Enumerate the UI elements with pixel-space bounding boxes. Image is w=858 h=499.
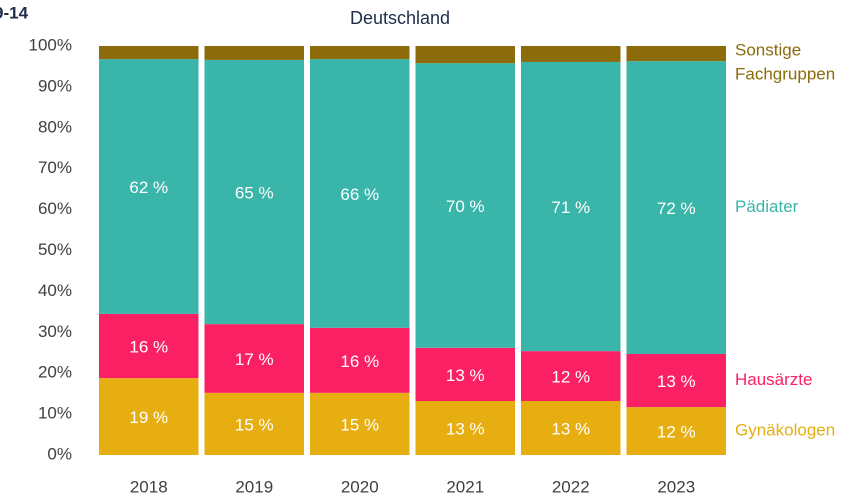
x-tick-label: 2019 <box>235 477 273 496</box>
bar-segment <box>310 392 410 455</box>
value-label: 13 % <box>551 419 590 438</box>
value-label: 13 % <box>657 372 696 391</box>
chart-title: Deutschland <box>350 8 450 28</box>
bar-segment <box>415 46 515 64</box>
bar-segment <box>99 59 199 314</box>
bar-segment <box>204 59 304 325</box>
legend-line: Sonstige <box>735 41 801 60</box>
value-label: 70 % <box>446 197 485 216</box>
y-tick-label: 60% <box>38 199 72 218</box>
value-label: 12 % <box>657 423 696 442</box>
y-tick-label: 50% <box>38 240 72 259</box>
bar-segment <box>99 313 199 379</box>
bar-segment <box>415 63 515 348</box>
bar-segment <box>310 46 410 60</box>
legend-label: Gynäkologen <box>735 421 835 440</box>
x-tick-label: 2023 <box>657 477 695 496</box>
value-label: 71 % <box>551 198 590 217</box>
value-label: 13 % <box>446 419 485 438</box>
bar-segment <box>521 46 621 62</box>
bar-segment <box>626 353 726 408</box>
value-label: 72 % <box>657 199 696 218</box>
legend-label: Sonstige Fachgruppen <box>735 41 835 84</box>
y-tick-label: 40% <box>38 281 72 300</box>
value-label: 65 % <box>235 183 274 202</box>
value-label: 62 % <box>129 178 168 197</box>
x-tick-label: 2021 <box>446 477 484 496</box>
bar-segment <box>626 407 726 455</box>
bar-segment <box>204 46 304 60</box>
value-label: 66 % <box>340 185 379 204</box>
value-label: 15 % <box>340 415 379 434</box>
value-label: 17 % <box>235 350 274 369</box>
bar-segment <box>415 401 515 455</box>
bar-segment <box>204 392 304 455</box>
y-tick-label: 100% <box>29 35 72 54</box>
value-label: 13 % <box>446 366 485 385</box>
bar-segment <box>521 61 621 352</box>
corner-label: 9-14 <box>0 3 29 22</box>
y-tick-label: 30% <box>38 322 72 341</box>
y-tick-label: 0% <box>47 444 72 463</box>
bar-segment <box>626 46 726 62</box>
bar-segment <box>99 378 199 455</box>
legend-label: Hausärzte <box>735 370 812 389</box>
y-tick-label: 90% <box>38 76 72 95</box>
bar-segment <box>415 347 515 402</box>
bar-segment <box>521 401 621 455</box>
x-tick-label: 2022 <box>552 477 590 496</box>
value-label: 12 % <box>551 368 590 387</box>
value-label: 16 % <box>129 337 168 356</box>
x-tick-label: 2018 <box>130 477 168 496</box>
x-tick-label: 2020 <box>341 477 379 496</box>
value-label: 19 % <box>129 408 168 427</box>
y-tick-label: 10% <box>38 404 72 423</box>
bar-segment <box>99 46 199 60</box>
legend-label: Pädiater <box>735 197 799 216</box>
value-label: 15 % <box>235 415 274 434</box>
value-label: 16 % <box>340 352 379 371</box>
bar-segment <box>310 327 410 393</box>
bar-segment <box>204 324 304 393</box>
bar-segment <box>310 59 410 328</box>
bar-segment <box>521 351 621 402</box>
y-tick-label: 80% <box>38 117 72 136</box>
y-tick-label: 70% <box>38 158 72 177</box>
y-tick-label: 20% <box>38 363 72 382</box>
bar-segment <box>626 61 726 354</box>
legend-line: Fachgruppen <box>735 65 835 84</box>
